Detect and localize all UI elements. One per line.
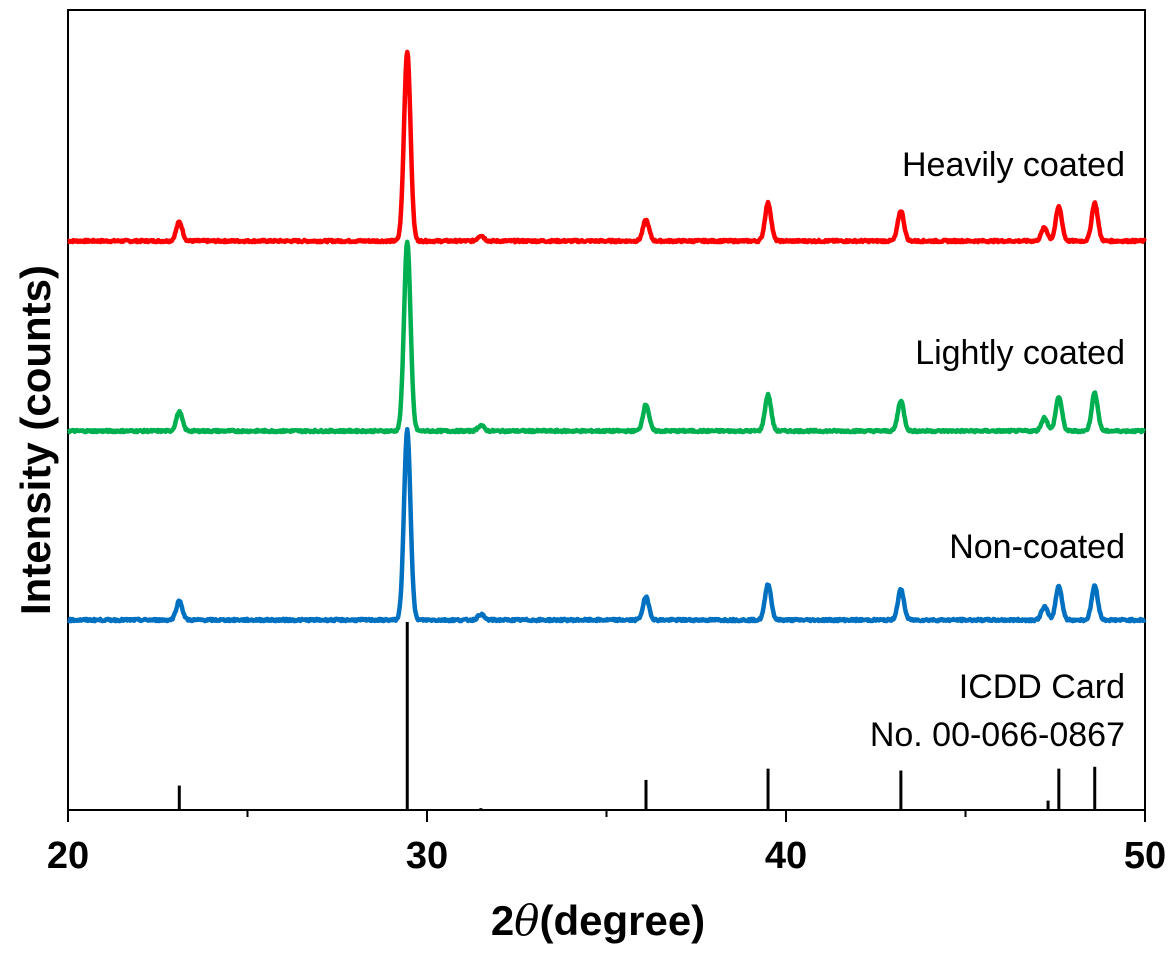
labels-layer: Heavily coated Lightly coated Non-coated… (870, 146, 1125, 754)
series-line-heavily-coated (66, 49, 1147, 245)
series-label-non-coated: Non-coated (949, 528, 1125, 566)
x-axis-title-theta: θ (514, 896, 539, 945)
x-axis-title-prefix: 2 (491, 897, 514, 944)
x-axis-title: 2θ(degree) (491, 896, 705, 945)
series-line-non-coated (66, 426, 1147, 624)
series-label-heavily-coated: Heavily coated (902, 146, 1125, 184)
x-axis: 20 30 40 50 (47, 810, 1166, 877)
series-layer (66, 49, 1147, 624)
reference-label-line1: ICDD Card (959, 668, 1125, 706)
x-tick-label: 30 (406, 835, 448, 877)
reference-label-line2: No. 00-066-0867 (870, 716, 1125, 754)
series-label-lightly-coated: Lightly coated (915, 334, 1125, 372)
reference-layer (177, 622, 1097, 810)
x-axis-title-suffix: (degree) (539, 897, 705, 944)
x-tick-label: 40 (765, 835, 807, 877)
y-axis-title: Intensity (counts) (12, 265, 59, 615)
x-tick-label: 20 (47, 835, 89, 877)
series-line-lightly-coated (66, 239, 1147, 435)
x-tick-label: 50 (1124, 835, 1166, 877)
